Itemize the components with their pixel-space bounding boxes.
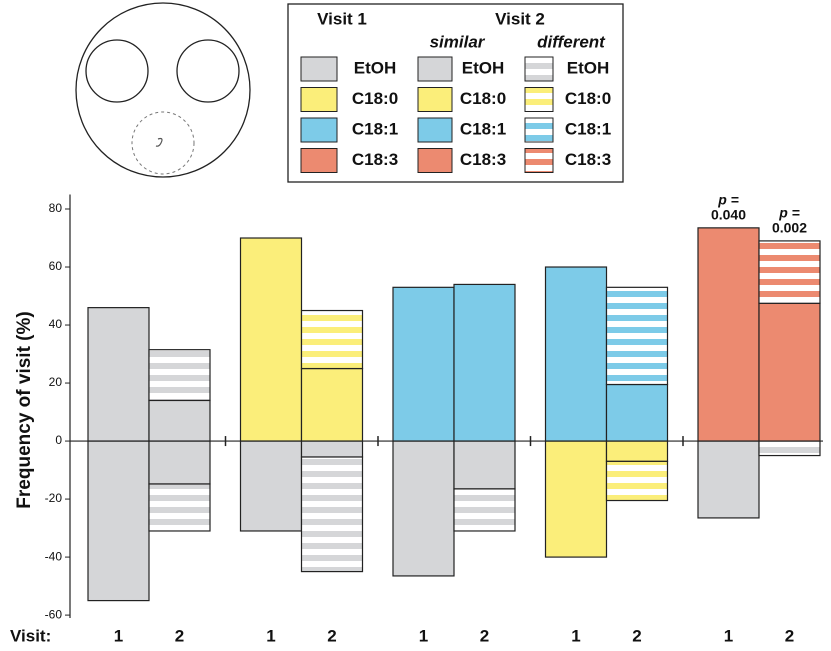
p-value: p = [778, 205, 800, 221]
legend-label: C18:0 [352, 89, 398, 108]
legend-label: C18:0 [565, 89, 611, 108]
bar-segment [300, 309, 364, 370]
bar-segment [758, 240, 821, 304]
legend-label: EtOH [567, 58, 610, 77]
bar-segment [697, 440, 760, 519]
legend-label: C18:3 [460, 150, 506, 169]
legend-label: C18:1 [565, 119, 611, 138]
arena-diagram [75, 2, 251, 178]
bar-segment [87, 440, 150, 602]
legend-label: C18:1 [460, 119, 506, 138]
animal [155, 137, 163, 147]
bar-segment [605, 286, 669, 386]
bar-segment [605, 440, 669, 462]
x-tick-label: 2 [785, 626, 794, 645]
legend-label: EtOH [354, 58, 397, 77]
y-tick-label: 20 [49, 375, 63, 389]
legend-label: C18:3 [565, 150, 611, 169]
y-tick-label: 80 [49, 201, 63, 215]
legend-subheader: different [537, 32, 606, 51]
legend-swatch [524, 148, 554, 173]
bar-segment [87, 307, 150, 442]
bar-segment [148, 349, 211, 402]
x-tick-label: 1 [114, 626, 123, 645]
x-tick-label: 2 [327, 626, 336, 645]
legend-swatch [300, 148, 338, 173]
bar-segment [239, 237, 303, 442]
bar-segment [544, 266, 608, 442]
legend-swatch [300, 56, 338, 82]
bar-segment [697, 227, 760, 442]
p-value: 0.040 [711, 207, 746, 223]
legend-subheader: similar [430, 32, 486, 51]
start-zone [131, 111, 195, 175]
bar-segment [453, 440, 516, 490]
bar-segment [148, 440, 211, 485]
legend-swatch [417, 117, 453, 143]
legend-label: C18:1 [352, 119, 398, 138]
x-tick-label: 1 [419, 626, 428, 645]
bar-segment [239, 440, 303, 532]
y-axis-label: Frequency of visit (%) [14, 311, 35, 508]
y-tick-label: -20 [45, 491, 63, 505]
legend-swatch [300, 117, 338, 143]
legend-swatch [300, 87, 338, 112]
legend-swatch [524, 56, 554, 82]
y-tick-label: 0 [55, 433, 62, 447]
y-tick-label: -60 [45, 607, 63, 621]
bar-segment [605, 460, 669, 502]
p-value: p = [717, 192, 739, 208]
y-tick-label: 40 [49, 317, 63, 331]
legend-header: Visit 1 [317, 9, 367, 28]
legend-swatch [524, 87, 554, 112]
x-tick-label: 1 [571, 626, 580, 645]
bar-segment [605, 383, 669, 442]
y-tick-label: 60 [49, 259, 63, 273]
bar-segment [758, 440, 821, 457]
bar-segment [148, 483, 211, 532]
legend-swatch [417, 87, 453, 112]
x-tick-label: 2 [480, 626, 489, 645]
y-tick-label: -40 [45, 549, 63, 563]
x-tick-label: 2 [632, 626, 641, 645]
bar-segment [392, 440, 455, 577]
x-tick-label: 2 [175, 626, 184, 645]
zone [176, 39, 240, 103]
legend-header: Visit 2 [495, 9, 545, 28]
bar-segment [300, 456, 364, 573]
legend-box [287, 3, 624, 183]
legend-label: EtOH [462, 58, 505, 77]
bar-segment [300, 440, 364, 458]
bar-segment [453, 283, 516, 442]
x-axis-label: Visit: [10, 626, 51, 645]
bar-segment [392, 286, 455, 442]
bar-segment [758, 302, 821, 442]
bar-segment [300, 367, 364, 442]
bar-segment [453, 488, 516, 532]
x-tick-label: 1 [266, 626, 275, 645]
legend-swatch [524, 117, 554, 143]
legend-swatch [417, 56, 453, 82]
x-tick-label: 1 [724, 626, 733, 645]
bar-segment [148, 399, 211, 442]
legend-label: C18:0 [460, 89, 506, 108]
p-value: 0.002 [772, 220, 807, 236]
bar-segment [544, 440, 608, 558]
legend-label: C18:3 [352, 150, 398, 169]
zone [85, 39, 149, 103]
legend-swatch [417, 148, 453, 173]
